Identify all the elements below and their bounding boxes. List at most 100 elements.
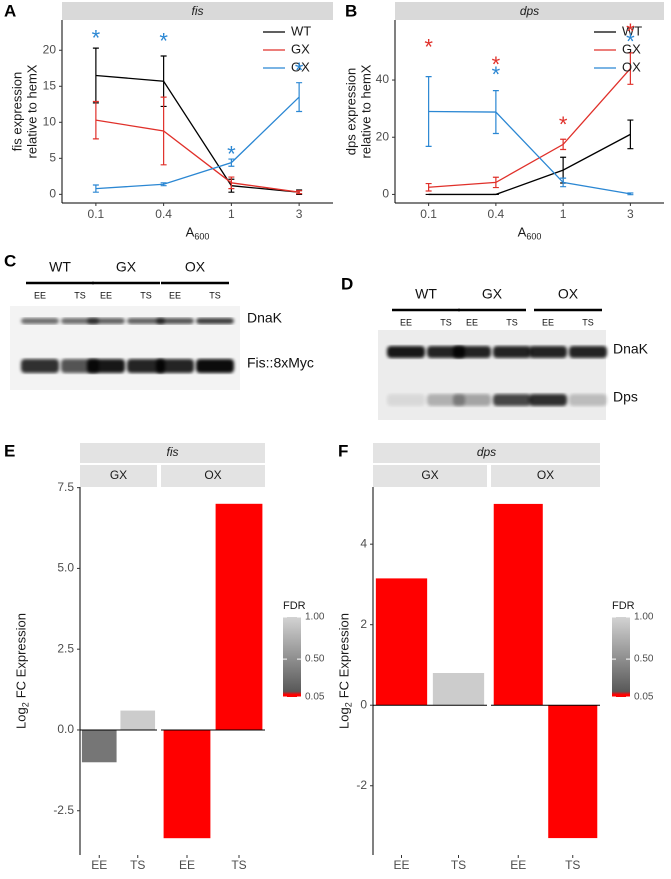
error-bar [425, 182, 432, 192]
colorbar [612, 617, 630, 697]
error-bar [296, 82, 303, 113]
bar [120, 710, 156, 730]
blot-band [493, 346, 531, 358]
blot-band [156, 359, 194, 373]
blot-band [87, 359, 125, 373]
y-axis-title: FC Expression [336, 613, 351, 698]
error-bar [160, 96, 167, 166]
colorbar-title: FDR [283, 600, 306, 612]
lane-label: EE [542, 317, 554, 327]
error-bar [560, 138, 567, 151]
panel-letter: F [338, 441, 348, 460]
error-bar [92, 100, 99, 140]
significance-mark: * [295, 58, 304, 83]
colorbar-label: 1.00 [634, 612, 654, 623]
strip [395, 2, 664, 20]
significance-mark: * [424, 35, 433, 60]
legend-label: OX [622, 59, 641, 74]
x-tick-label: 3 [296, 207, 303, 221]
group-label: OX [185, 259, 206, 275]
significance-mark: * [626, 19, 635, 44]
facet-label: GX [421, 468, 438, 482]
lane-label: TS [209, 290, 221, 300]
legend-label: WT [622, 23, 642, 38]
y-tick-label: 2 [360, 617, 367, 631]
lane-label: EE [169, 290, 181, 300]
x-tick-label: 0.1 [420, 207, 437, 221]
blot-band [196, 359, 234, 373]
blot-band [529, 346, 567, 358]
y-axis-title: Log [13, 707, 28, 729]
y-axis-title: fis expression [9, 72, 24, 151]
blot-band [196, 318, 234, 324]
band-label: Fis::8xMyc [247, 355, 314, 371]
x-tick-label: EE [91, 858, 107, 872]
y-axis-title: dps expression [343, 68, 358, 155]
significance-mark: * [559, 112, 568, 137]
facet-strip [373, 465, 487, 487]
bar [215, 503, 263, 730]
y-tick-label: 0 [360, 697, 367, 711]
lane-label: TS [506, 317, 518, 327]
y-tick-label: 20 [376, 129, 390, 143]
error-bar [627, 52, 634, 85]
strip [80, 443, 265, 463]
strip [373, 443, 600, 463]
blot-band [569, 346, 607, 358]
x-tick-label: 1 [560, 207, 567, 221]
blot-band [569, 394, 607, 406]
y-axis-title-subscript: 2 [343, 702, 353, 707]
error-bar [92, 184, 99, 193]
colorbar-title: FDR [612, 600, 635, 612]
y-axis-title: relative to hemX [358, 64, 373, 158]
bar [163, 729, 211, 839]
group-label: OX [558, 286, 579, 302]
x-tick-label: EE [393, 858, 409, 872]
blot-band [529, 394, 567, 406]
colorbar-label: 0.50 [305, 654, 325, 665]
legend-label: GX [622, 41, 641, 56]
colorbar [283, 617, 301, 697]
group-label: WT [49, 259, 71, 275]
bar [548, 705, 598, 839]
blot-band [87, 318, 125, 324]
strip-title: fis [167, 445, 179, 459]
strip [62, 2, 333, 20]
y-tick-label: 40 [376, 72, 390, 86]
significance-mark: * [626, 29, 635, 54]
facet-strip [491, 465, 600, 487]
blot-band [21, 318, 59, 324]
x-axis-title: A [186, 224, 195, 239]
colorbar-label: 0.50 [634, 654, 654, 665]
band-label: DnaK [613, 341, 649, 357]
error-bar [425, 76, 432, 147]
blot-band [387, 394, 425, 406]
y-tick-label: 4 [360, 536, 367, 550]
error-bar [228, 158, 235, 167]
error-bar [296, 190, 303, 195]
y-axis-title-subscript: 2 [20, 702, 30, 707]
panel-letter: D [341, 274, 353, 293]
error-bar [492, 176, 499, 189]
blot-band [127, 359, 165, 373]
y-tick-label: 0.0 [57, 722, 74, 736]
error-bar [492, 90, 499, 135]
legend-label: WT [291, 23, 311, 38]
legend-label: GX [291, 41, 310, 56]
panel-letter: A [4, 1, 16, 20]
blot-band [493, 394, 531, 406]
x-tick-label: 1 [228, 207, 235, 221]
blot-membrane [378, 330, 606, 420]
x-axis-title: A [518, 224, 527, 239]
blot-band [453, 346, 491, 358]
facet-strip [161, 465, 265, 487]
significance-mark: * [227, 141, 236, 166]
x-tick-label: TS [565, 858, 580, 872]
group-label: WT [415, 286, 437, 302]
panel-letter: C [4, 251, 16, 270]
x-tick-label: EE [510, 858, 526, 872]
blot-band [453, 394, 491, 406]
panel-letter: E [4, 441, 15, 460]
